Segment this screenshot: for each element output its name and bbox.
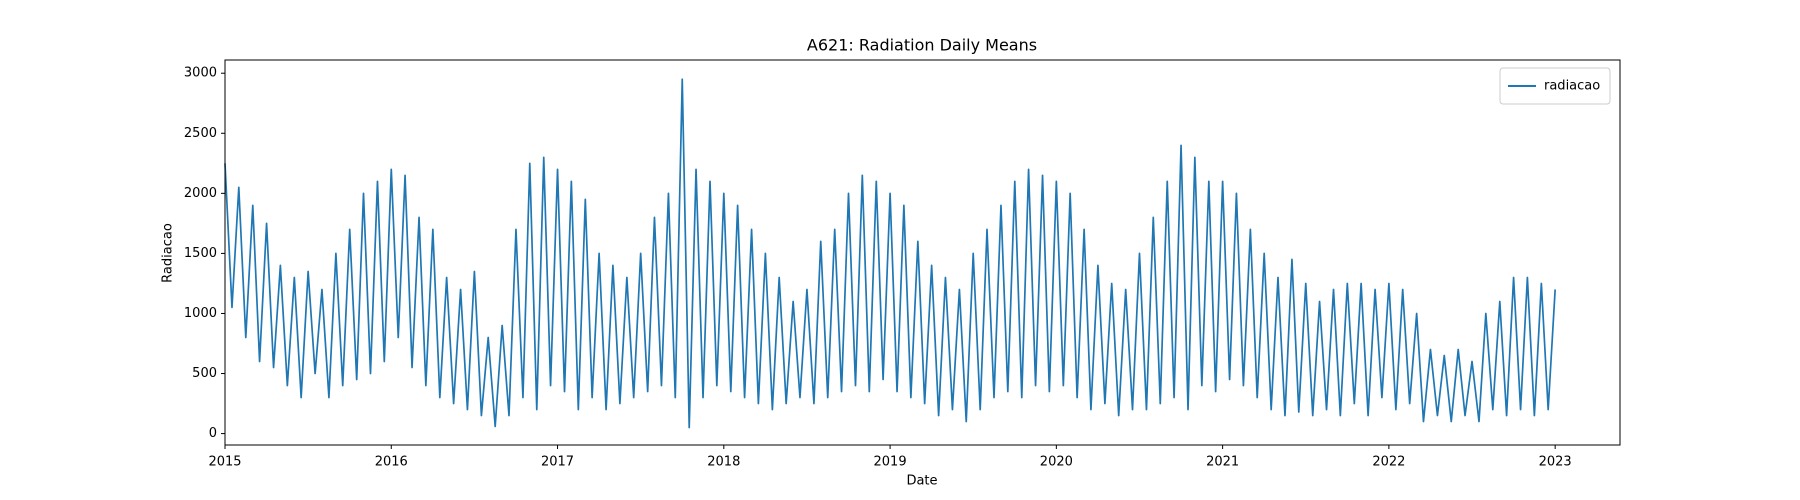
chart-title: A621: Radiation Daily Means bbox=[807, 36, 1037, 55]
x-tick-label: 2019 bbox=[874, 455, 907, 470]
x-tick-label: 2017 bbox=[541, 455, 574, 470]
plot-frame bbox=[224, 59, 1621, 446]
data-line bbox=[224, 78, 1556, 429]
x-tick-label: 2023 bbox=[1539, 455, 1572, 470]
x-tick-label: 2016 bbox=[375, 455, 408, 470]
y-tick-label: 1000 bbox=[184, 306, 217, 321]
x-axis-label: Date bbox=[906, 474, 937, 489]
y-axis-label: Radiacao bbox=[161, 223, 176, 283]
x-tick-label: 2021 bbox=[1206, 455, 1239, 470]
y-tick-label: 3000 bbox=[184, 66, 217, 81]
y-tick-label: 2000 bbox=[184, 186, 217, 201]
y-tick-label: 1500 bbox=[184, 246, 217, 261]
legend-label: radiacao bbox=[1544, 79, 1600, 94]
y-tick-label: 2500 bbox=[184, 126, 217, 141]
y-tick-label: 0 bbox=[209, 426, 217, 441]
x-tick-label: 2022 bbox=[1372, 455, 1405, 470]
legend-box bbox=[1499, 67, 1611, 105]
x-tick-label: 2015 bbox=[208, 455, 241, 470]
x-tick-label: 2018 bbox=[707, 455, 740, 470]
x-tick-label: 2020 bbox=[1040, 455, 1073, 470]
y-tick-label: 500 bbox=[192, 366, 217, 381]
